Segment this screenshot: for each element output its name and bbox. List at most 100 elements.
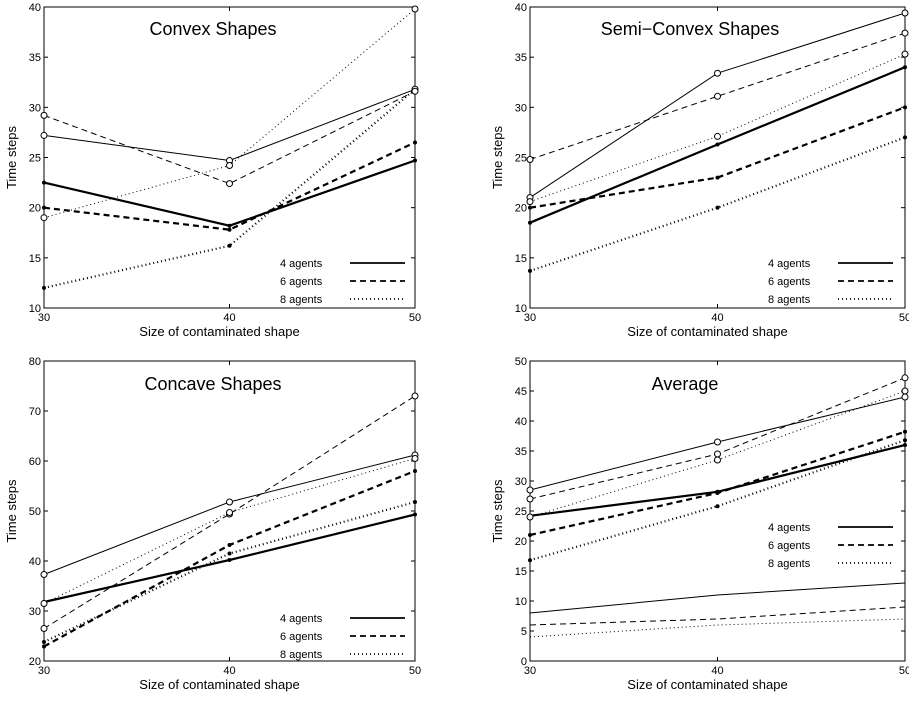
y-tick-label: 20	[29, 656, 41, 668]
data-point	[42, 205, 46, 210]
series-4	[40, 85, 419, 165]
data-point	[42, 640, 46, 644]
data-point	[526, 486, 534, 494]
data-point	[413, 500, 417, 504]
data-point	[413, 469, 417, 473]
legend-label: 4 agents	[768, 258, 811, 270]
y-tick-label: 15	[515, 253, 527, 265]
plot-frame	[529, 360, 906, 662]
data-point	[526, 198, 534, 206]
data-point	[901, 50, 909, 58]
x-tick-label: 40	[711, 312, 723, 324]
x-tick-label: 30	[38, 312, 50, 324]
data-point	[526, 513, 534, 521]
data-point	[226, 162, 233, 170]
series-line	[43, 500, 416, 643]
x-tick-label: 40	[223, 665, 235, 677]
chart-title: Average	[652, 374, 719, 394]
data-point	[40, 625, 48, 632]
legend-label: 4 agents	[280, 613, 323, 625]
legend: 4 agents 6 agents 8 agents	[280, 258, 405, 306]
data-point	[714, 450, 721, 458]
series-line	[529, 618, 906, 638]
y-tick-label: 15	[29, 253, 41, 265]
data-point	[42, 180, 46, 185]
legend-label: 4 agents	[280, 258, 323, 270]
data-point	[901, 29, 909, 37]
data-point	[715, 175, 720, 180]
legend: 4 agents 6 agents 8 agents	[768, 258, 893, 306]
data-point	[901, 9, 909, 17]
series-6	[40, 455, 419, 607]
series-line	[529, 377, 906, 500]
series-3	[42, 87, 417, 290]
y-tick-label: 25	[515, 153, 527, 165]
chart-title: Concave Shapes	[144, 374, 281, 394]
y-tick-label: 30	[29, 102, 41, 114]
series-1	[42, 512, 417, 604]
series-6	[40, 5, 419, 222]
y-axis-label: Time steps	[490, 479, 505, 543]
series-line	[529, 12, 906, 199]
legend-label: 8 agents	[280, 294, 323, 306]
series-5	[40, 87, 419, 188]
series-line	[529, 106, 906, 209]
y-tick-label: 70	[29, 406, 41, 418]
y-tick-label: 40	[29, 2, 41, 14]
data-point	[528, 533, 532, 537]
x-tick-label: 50	[409, 665, 421, 677]
data-point	[227, 551, 232, 556]
data-point	[714, 92, 721, 100]
y-tick-label: 50	[29, 506, 41, 518]
y-tick-label: 20	[29, 203, 41, 215]
series-line	[43, 88, 416, 162]
y-tick-label: 10	[515, 303, 527, 315]
data-point	[714, 132, 721, 140]
y-tick-label: 30	[29, 606, 41, 618]
data-point	[227, 543, 232, 547]
series-7	[529, 582, 906, 614]
y-tick-label: 30	[515, 476, 527, 488]
series-9	[529, 618, 906, 638]
y-tick-label: 15	[515, 566, 527, 578]
series-line	[43, 88, 416, 289]
y-tick-label: 25	[29, 153, 41, 165]
data-point	[715, 205, 720, 210]
data-point	[526, 156, 534, 164]
series-line	[529, 606, 906, 626]
chart-title: Convex Shapes	[149, 19, 276, 39]
data-point	[226, 498, 233, 506]
data-point	[714, 438, 721, 446]
data-point	[40, 600, 48, 607]
legend-label: 8 agents	[768, 294, 811, 306]
data-point	[411, 5, 419, 13]
data-point	[903, 135, 907, 140]
y-tick-label: 20	[515, 203, 527, 215]
data-point	[227, 227, 232, 232]
data-point	[901, 393, 909, 401]
series-4	[526, 393, 909, 494]
data-point	[413, 140, 417, 145]
data-point	[714, 69, 721, 77]
chart-panel-1: 10 15 20 25 30 35 40 30 40 50 Convex Shapes Size of…	[4, 2, 421, 339]
series-2	[528, 429, 907, 537]
y-tick-label: 0	[521, 656, 527, 668]
data-point	[903, 443, 907, 447]
series-line	[529, 136, 906, 272]
series-1	[42, 158, 417, 228]
y-tick-label: 40	[515, 416, 527, 428]
legend-label: 4 agents	[768, 522, 811, 534]
y-tick-label: 40	[515, 2, 527, 14]
series-6	[526, 50, 909, 206]
x-axis-label: Size of contaminated shape	[139, 324, 299, 339]
x-tick-label: 50	[899, 312, 909, 324]
chart-panel-4: 0 5 10 15 20 25 30 35 40 45 50 30 40 50 Average Size of…	[490, 356, 909, 692]
y-tick-label: 25	[515, 506, 527, 518]
x-axis-label: Size of contaminated shape	[139, 677, 299, 692]
data-point	[715, 491, 720, 495]
y-tick-label: 30	[515, 102, 527, 114]
data-point	[42, 285, 46, 290]
y-tick-label: 60	[29, 456, 41, 468]
